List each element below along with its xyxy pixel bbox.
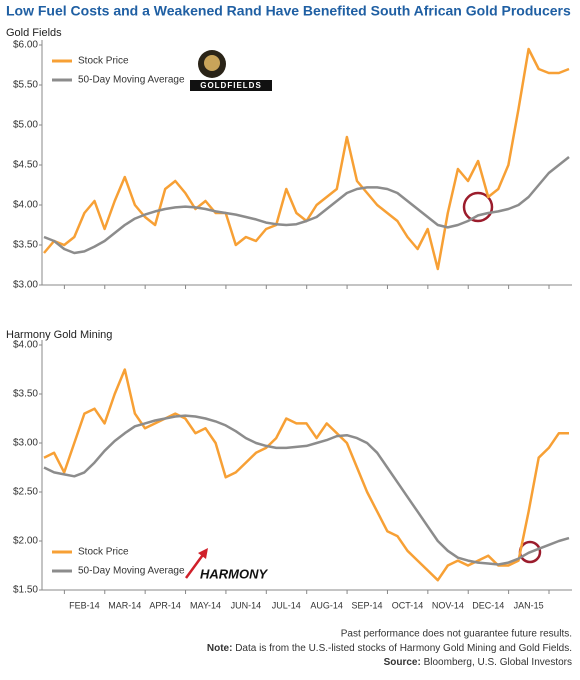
y-tick-label: $4.00: [13, 200, 38, 211]
x-tick-label: DEC-14: [472, 600, 504, 610]
logo-text: GOLDFIELDS: [200, 81, 262, 90]
x-tick-label: OCT-14: [392, 600, 424, 610]
x-tick-label: MAR-14: [108, 600, 141, 610]
y-tick-label: $2.50: [13, 487, 38, 498]
disclaimer: Past performance does not guarantee futu…: [341, 629, 572, 640]
y-tick-label: $3.50: [13, 240, 38, 251]
x-tick-label: SEP-14: [352, 600, 383, 610]
highlight-circle: [462, 191, 494, 223]
y-tick-label: $4.50: [13, 160, 38, 171]
note: Note: Data is from the U.S.-listed stock…: [207, 643, 572, 654]
arrow-head: [198, 548, 208, 559]
x-tick-label: NOV-14: [432, 600, 464, 610]
panel-title: Gold Fields: [6, 27, 62, 39]
line-series: [43, 414, 570, 566]
y-tick-label: $3.00: [13, 280, 38, 291]
panel-title: Harmony Gold Mining: [6, 329, 112, 341]
y-tick-label: $6.00: [13, 40, 38, 51]
x-tick-label: JUL-14: [272, 600, 301, 610]
y-tick-label: $2.00: [13, 536, 38, 547]
y-tick-label: $3.50: [13, 389, 38, 400]
legend-label: Stock Price: [78, 547, 129, 558]
y-tick-label: $3.00: [13, 438, 38, 449]
x-tick-label: MAY-14: [190, 600, 221, 610]
note-text: Data is from the U.S.-listed stocks of H…: [235, 643, 572, 654]
note-label: Note:: [207, 643, 233, 654]
legend-label: 50-Day Moving Average: [78, 566, 185, 577]
legend-label: 50-Day Moving Average: [78, 75, 185, 86]
x-tick-label: APR-14: [149, 600, 181, 610]
arrow: [184, 551, 207, 579]
x-tick-label: JAN-15: [514, 600, 544, 610]
x-tick-label: FEB-14: [69, 600, 100, 610]
y-tick-label: $4.00: [13, 340, 38, 351]
y-tick-label: $5.00: [13, 120, 38, 131]
line-series: [43, 368, 569, 582]
y-tick-label: $1.50: [13, 585, 38, 596]
legend-label: Stock Price: [78, 56, 129, 67]
logo-icon: [204, 55, 220, 71]
page-title: Low Fuel Costs and a Weakened Rand Have …: [6, 3, 571, 19]
source-label: Source:: [384, 657, 421, 668]
y-tick-label: $5.50: [13, 80, 38, 91]
line-series: [43, 156, 570, 255]
logo-bar: [190, 80, 272, 91]
source-text: Bloomberg, U.S. Global Investors: [424, 657, 572, 668]
source: Source: Bloomberg, U.S. Global Investors: [384, 657, 572, 668]
logo-text: HARMONY: [200, 566, 268, 581]
x-tick-label: JUN-14: [231, 600, 262, 610]
x-tick-label: AUG-14: [310, 600, 343, 610]
